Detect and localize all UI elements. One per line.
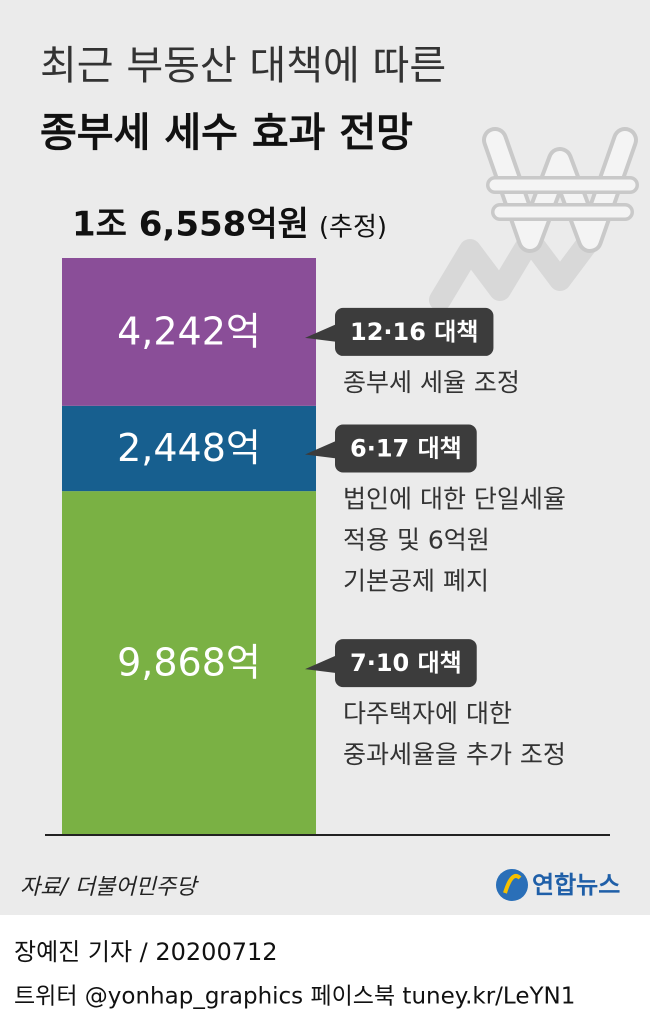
callout <box>335 307 494 356</box>
description: 다주택자에 대한 <box>343 699 512 728</box>
value-label: 4,242억 <box>117 309 261 353</box>
total-note: (추정) <box>319 213 387 243</box>
description: 종부세 세율 조정 <box>343 368 520 397</box>
description: 법인에 대한 단일세율 <box>343 484 566 513</box>
logo-text: 연합뉴스 <box>532 871 620 899</box>
value-label: 2,448억 <box>117 426 261 470</box>
subtitle: 종부세 세수 효과 전망 <box>40 110 413 156</box>
legend-label: 12·16 대책 <box>350 318 478 346</box>
legend-label: 7·10 대책 <box>350 649 462 677</box>
description: 중과세율을 추가 조정 <box>343 740 566 769</box>
social: 트위터 @yonhap_graphics 페이스북 tuney.kr/LeYN1 <box>14 984 575 1010</box>
callout-pointer <box>305 655 337 674</box>
description: 기본공제 폐지 <box>343 566 489 595</box>
legend-label: 6·17 대책 <box>350 434 462 462</box>
value-label: 9,868억 <box>117 641 261 685</box>
bar-segment <box>62 491 316 835</box>
title: 최근 부동산 대책에 따른 <box>40 43 446 89</box>
credit: 장예진 기자 / 20200712 <box>14 938 278 966</box>
won-icon <box>429 127 639 311</box>
bar-segment <box>62 258 316 406</box>
total-label: 1조 6,558억원 <box>72 205 309 245</box>
callout <box>335 424 477 473</box>
description: 적용 및 6억원 <box>343 525 490 554</box>
callout <box>335 639 477 688</box>
callout-pointer <box>305 440 337 459</box>
callout-pointer <box>305 323 337 342</box>
logo: 연합뉴스 <box>496 869 620 901</box>
source: 자료/ 더불어민주당 <box>20 875 199 900</box>
bar-segment <box>62 405 316 492</box>
